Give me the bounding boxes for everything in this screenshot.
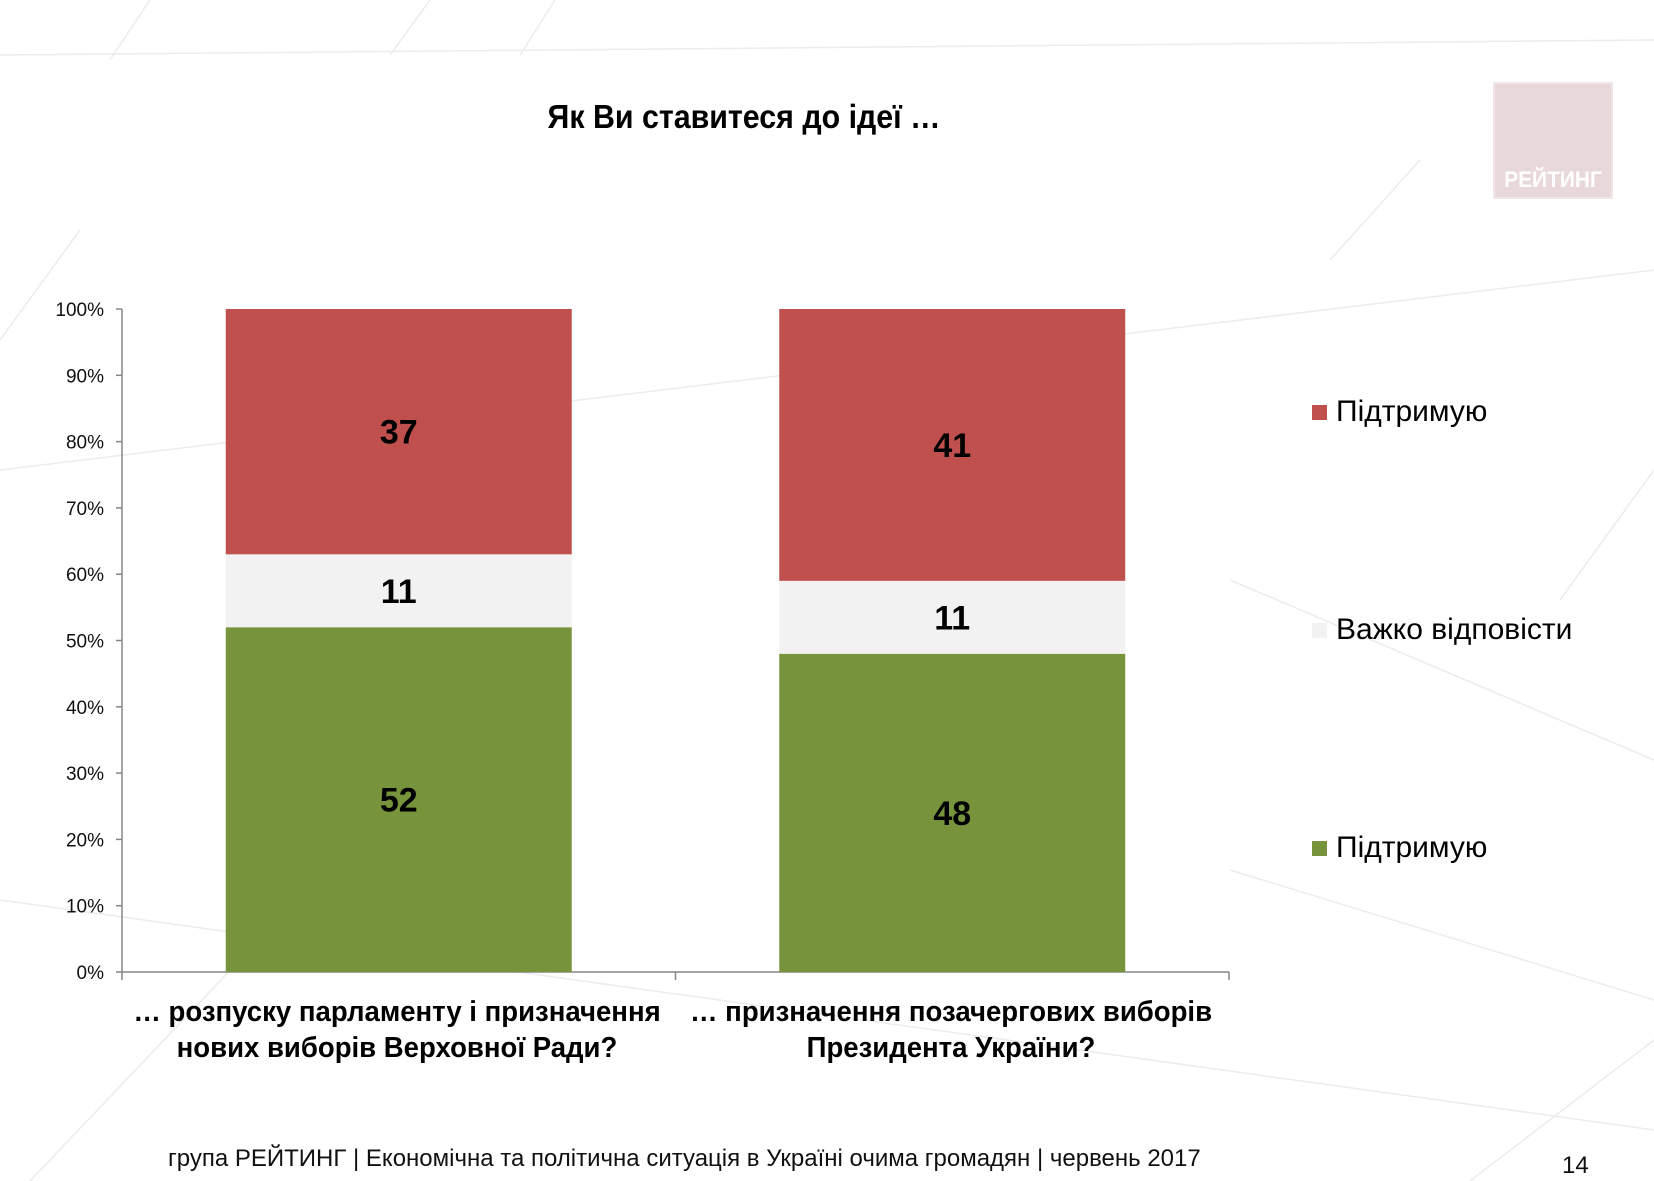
y-tick-label: 70% (66, 499, 104, 520)
chart-title: Як Ви ставитеся до ідеї … (547, 98, 941, 135)
legend-label-support-green: Підтримую (1336, 831, 1488, 864)
y-tick-label: 10% (66, 897, 104, 918)
category-label-1-line-1: … розпуску парламенту і призначення (133, 996, 661, 1028)
bar-cat2-series3 (779, 309, 1126, 581)
bar-cat1-series2 (225, 554, 572, 628)
category-label-1-line-2: нових виборів Верховної Ради? (176, 1032, 618, 1064)
data-label-cat1-series1: 52 (380, 782, 418, 820)
y-tick-label: 20% (66, 830, 104, 851)
legend-item-support-green: Підтримую (1312, 828, 1487, 868)
page-number: 14 (1562, 1152, 1589, 1179)
y-tick-label: 0% (77, 963, 105, 984)
data-label-cat2-series3: 41 (933, 427, 971, 465)
data-label-cat2-series2: 11 (934, 599, 970, 637)
y-tick-label: 50% (66, 632, 104, 653)
rating-logo: РЕЙТИНГ (1495, 84, 1611, 197)
bar-cat2-series2 (779, 580, 1126, 654)
y-tick-label: 60% (66, 565, 104, 586)
category-label-2: … призначення позачергових виборів Прези… (685, 994, 1217, 1066)
y-tick-label: 100% (55, 300, 104, 321)
y-tick-label: 90% (66, 366, 104, 387)
legend-label-hard-to-say: Важко відповісти (1336, 613, 1573, 646)
bar-cat1-series1 (225, 627, 572, 972)
bar-cat2-series1 (779, 653, 1126, 972)
data-label-cat2-series1: 48 (933, 795, 971, 833)
data-label-cat1-series3: 37 (380, 414, 418, 452)
y-tick-label: 40% (66, 698, 104, 719)
legend-label-support-red: Підтримую (1336, 395, 1488, 428)
category-label-2-line-1: … призначення позачергових виборів (689, 996, 1213, 1028)
legend-swatch-green (1312, 840, 1327, 856)
y-tick-label: 80% (66, 433, 104, 454)
logo-text: РЕЙТИНГ (1504, 167, 1602, 192)
legend-swatch-light (1312, 622, 1327, 638)
category-label-1: … розпуску парламенту і призначення нови… (131, 994, 663, 1066)
legend-item-hard-to-say: Важко відповісти (1312, 610, 1572, 650)
category-label-2-line-2: Президента України? (806, 1032, 1096, 1064)
y-tick-label: 30% (66, 764, 104, 785)
legend-swatch-red (1312, 404, 1327, 420)
legend-item-support-red: Підтримую (1312, 392, 1487, 432)
data-label-cat1-series2: 11 (381, 573, 417, 611)
bar-cat1-series3 (225, 309, 572, 555)
footer-text: група РЕЙТИНГ | Економічна та політична … (168, 1145, 1201, 1172)
